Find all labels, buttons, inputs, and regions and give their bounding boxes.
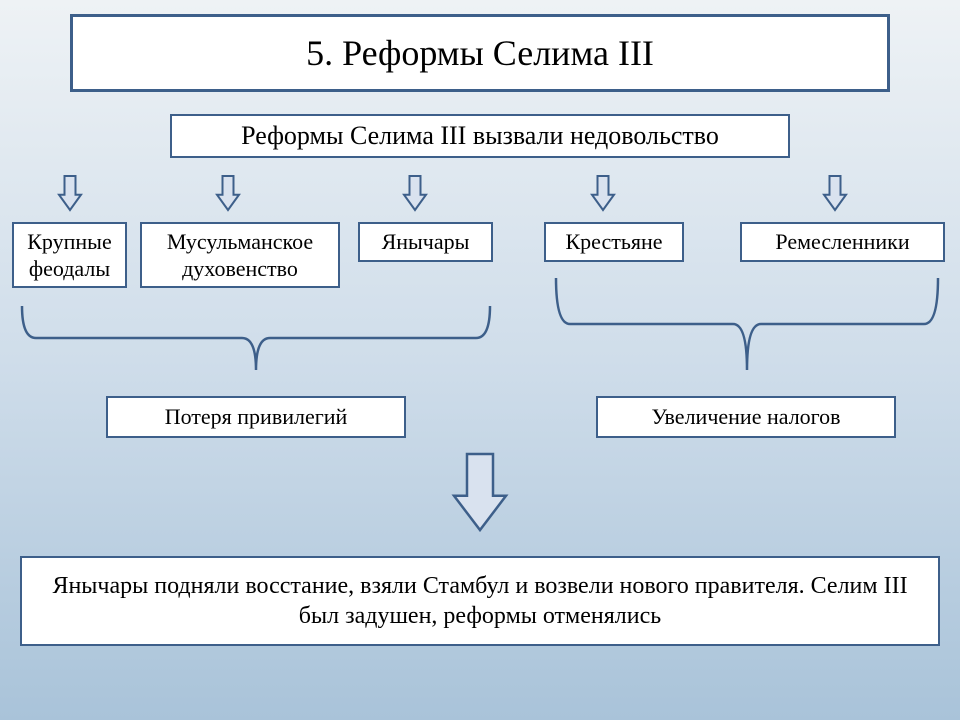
connectors-svg (0, 0, 960, 720)
small-arrows-group (59, 176, 846, 210)
big-arrow-group (454, 454, 506, 530)
brackets-group (22, 278, 938, 370)
